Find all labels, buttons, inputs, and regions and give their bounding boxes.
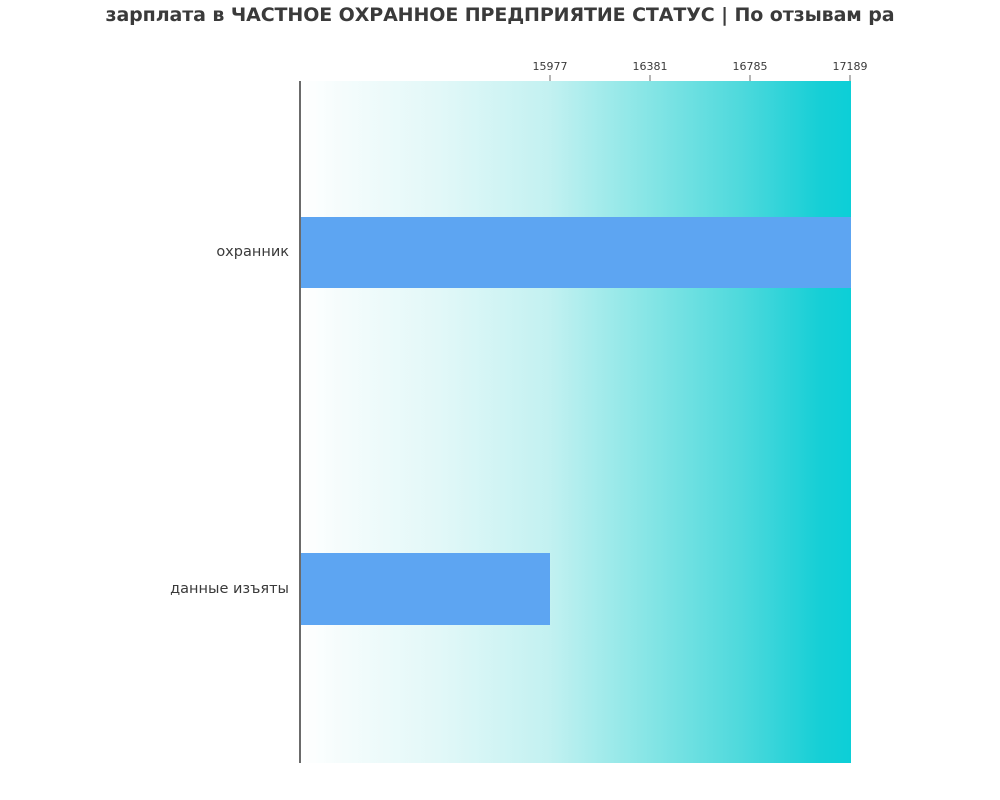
x-axis-tick-2: 16785 [733, 60, 768, 81]
y-axis-category-label: данные изъяты [170, 581, 289, 597]
y-axis-category-label: охранник [216, 244, 289, 260]
x-axis-tick-label: 17189 [832, 60, 868, 73]
x-axis-tick-mark [649, 75, 651, 81]
x-axis-tick-1: 16381 [633, 60, 668, 81]
bar-series-item [301, 553, 550, 625]
x-axis-tick-mark [849, 75, 851, 81]
x-axis-tick-3: 17189 [833, 60, 868, 81]
x-axis-tick-label: 16381 [632, 60, 668, 73]
x-axis-tick-0: 15977 [533, 60, 568, 81]
x-axis-tick-label: 15977 [532, 60, 568, 73]
x-axis-tick-label: 16785 [732, 60, 768, 73]
x-axis-tick-mark [749, 75, 751, 81]
bar-series-item [301, 217, 851, 288]
chart-title: зарплата в ЧАСТНОЕ ОХРАННОЕ ПРЕДПРИЯТИЕ … [105, 4, 895, 26]
plot-area [301, 81, 851, 763]
x-axis-tick-mark [549, 75, 551, 81]
y-axis-spine [299, 81, 301, 763]
